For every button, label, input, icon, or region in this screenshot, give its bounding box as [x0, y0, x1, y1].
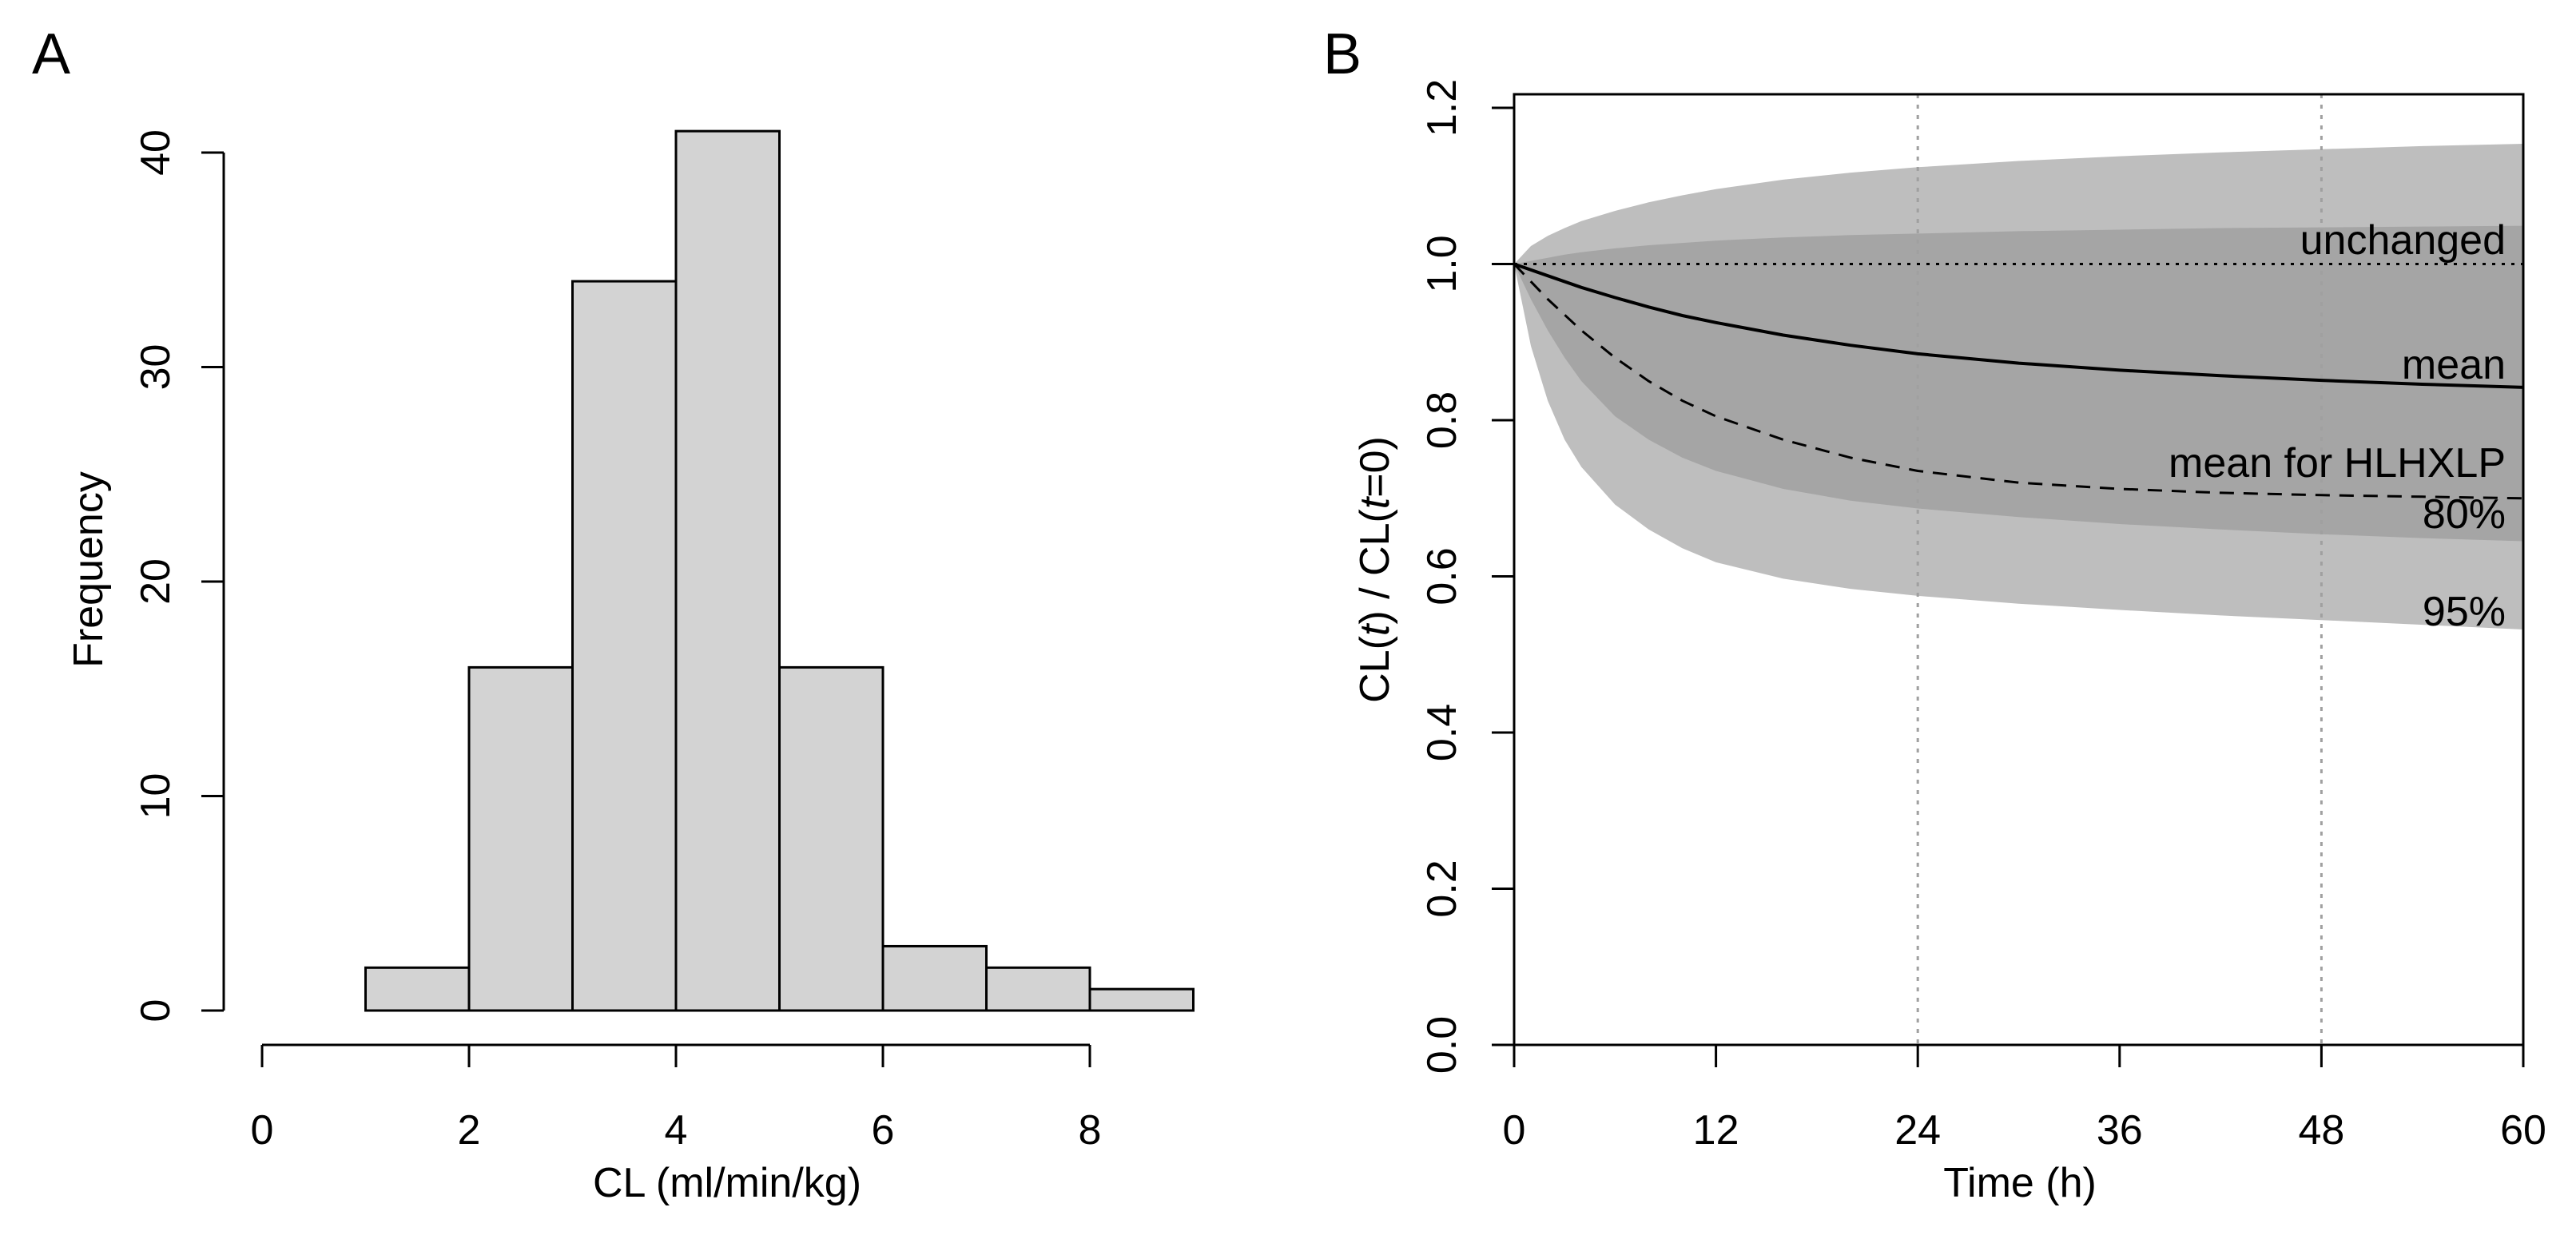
y-tick-label-a: 20 [133, 558, 179, 605]
x-tick-label-b: 24 [1894, 1107, 1941, 1154]
histogram-bar [674, 129, 781, 1012]
annotation-mean: mean [2402, 342, 2506, 388]
histogram-bar [467, 665, 574, 1012]
x-tick-label-a: 4 [665, 1107, 688, 1154]
annotation-80-percent: 80% [2423, 491, 2506, 538]
series-lines [1513, 262, 2524, 500]
annotation-95-percent: 95% [2423, 589, 2506, 635]
y-tick-label-a: 30 [133, 344, 179, 391]
x-tick-label-a: 6 [872, 1107, 895, 1154]
band-80-percent [1514, 225, 2523, 542]
x-axis-title-a: CL (ml/min/kg) [593, 1160, 861, 1206]
x-tick-label-a: 0 [251, 1107, 274, 1154]
panel-b-label: B [1323, 22, 1362, 86]
y-title-part-e: =0) [1352, 436, 1398, 498]
y-tick-label-b: 0.0 [1419, 1016, 1465, 1074]
y-tick-label-b: 1.0 [1419, 235, 1465, 292]
panel-a: A 0 2 4 6 8 0 10 20 30 40 CL (ml/min/kg) Frequen… [32, 22, 1195, 1206]
x-tick-label-a: 8 [1079, 1107, 1102, 1154]
histogram-bars [364, 129, 1195, 1012]
y-title-part-t1: t [1352, 622, 1398, 636]
histogram-bar [985, 966, 1091, 1012]
series-mean-for-hlhxlp [1513, 263, 2524, 500]
histogram-bar [881, 944, 988, 1012]
x-tick-label-b: 12 [1693, 1107, 1739, 1154]
y-tick-label-b: 0.2 [1419, 860, 1465, 917]
x-axis-b: 0 12 24 36 48 60 [1503, 1045, 2546, 1154]
y-tick-label-b: 1.2 [1419, 79, 1465, 137]
y-axis-a: 0 10 20 30 40 [133, 129, 225, 1023]
y-tick-label-b: 0.4 [1419, 704, 1465, 761]
y-tick-label-a: 40 [133, 129, 179, 176]
y-title-part-c: ) / CL( [1352, 509, 1398, 625]
histogram-bar [778, 665, 885, 1012]
y-tick-label-b: 0.8 [1419, 391, 1465, 449]
panel-a-label: A [32, 22, 70, 86]
plot-frame-b [1513, 93, 2525, 1046]
y-tick-label-a: 10 [133, 773, 179, 820]
annotation-mean-hlhxlp: mean for HLHXLP [2169, 440, 2506, 486]
x-axis-title-b: Time (h) [1943, 1160, 2097, 1206]
y-title-part-t2: t [1352, 495, 1398, 509]
reference-vlines [1916, 94, 2323, 1045]
annotation-unchanged: unchanged [2300, 217, 2506, 264]
x-tick-label-b: 60 [2500, 1107, 2546, 1154]
histogram-bar [364, 966, 471, 1012]
histogram-bar [571, 280, 678, 1012]
x-tick-label-b: 36 [2097, 1107, 2143, 1154]
y-tick-label-a: 0 [133, 999, 179, 1023]
histogram-bar [1088, 987, 1195, 1012]
y-axis-title-b: CL(t) / CL(t=0) [1352, 436, 1398, 703]
y-title-part-a: CL( [1352, 635, 1398, 702]
y-axis-b: 0.0 0.2 0.4 0.6 0.8 1.0 1.2 [1419, 79, 1514, 1074]
y-axis-title-a: Frequency [66, 471, 112, 668]
y-tick-label-b: 0.6 [1419, 547, 1465, 605]
x-tick-label-b: 48 [2298, 1107, 2344, 1154]
panel-b: B 0 12 24 36 48 60 0.0 0.2 0.4 0.6 0.8 1.0 1.2 unch… [1323, 22, 2546, 1206]
x-tick-label-b: 0 [1503, 1107, 1526, 1154]
x-tick-label-a: 2 [458, 1107, 481, 1154]
series-mean [1513, 262, 2524, 389]
x-axis-a: 0 2 4 6 8 [251, 1043, 1102, 1154]
